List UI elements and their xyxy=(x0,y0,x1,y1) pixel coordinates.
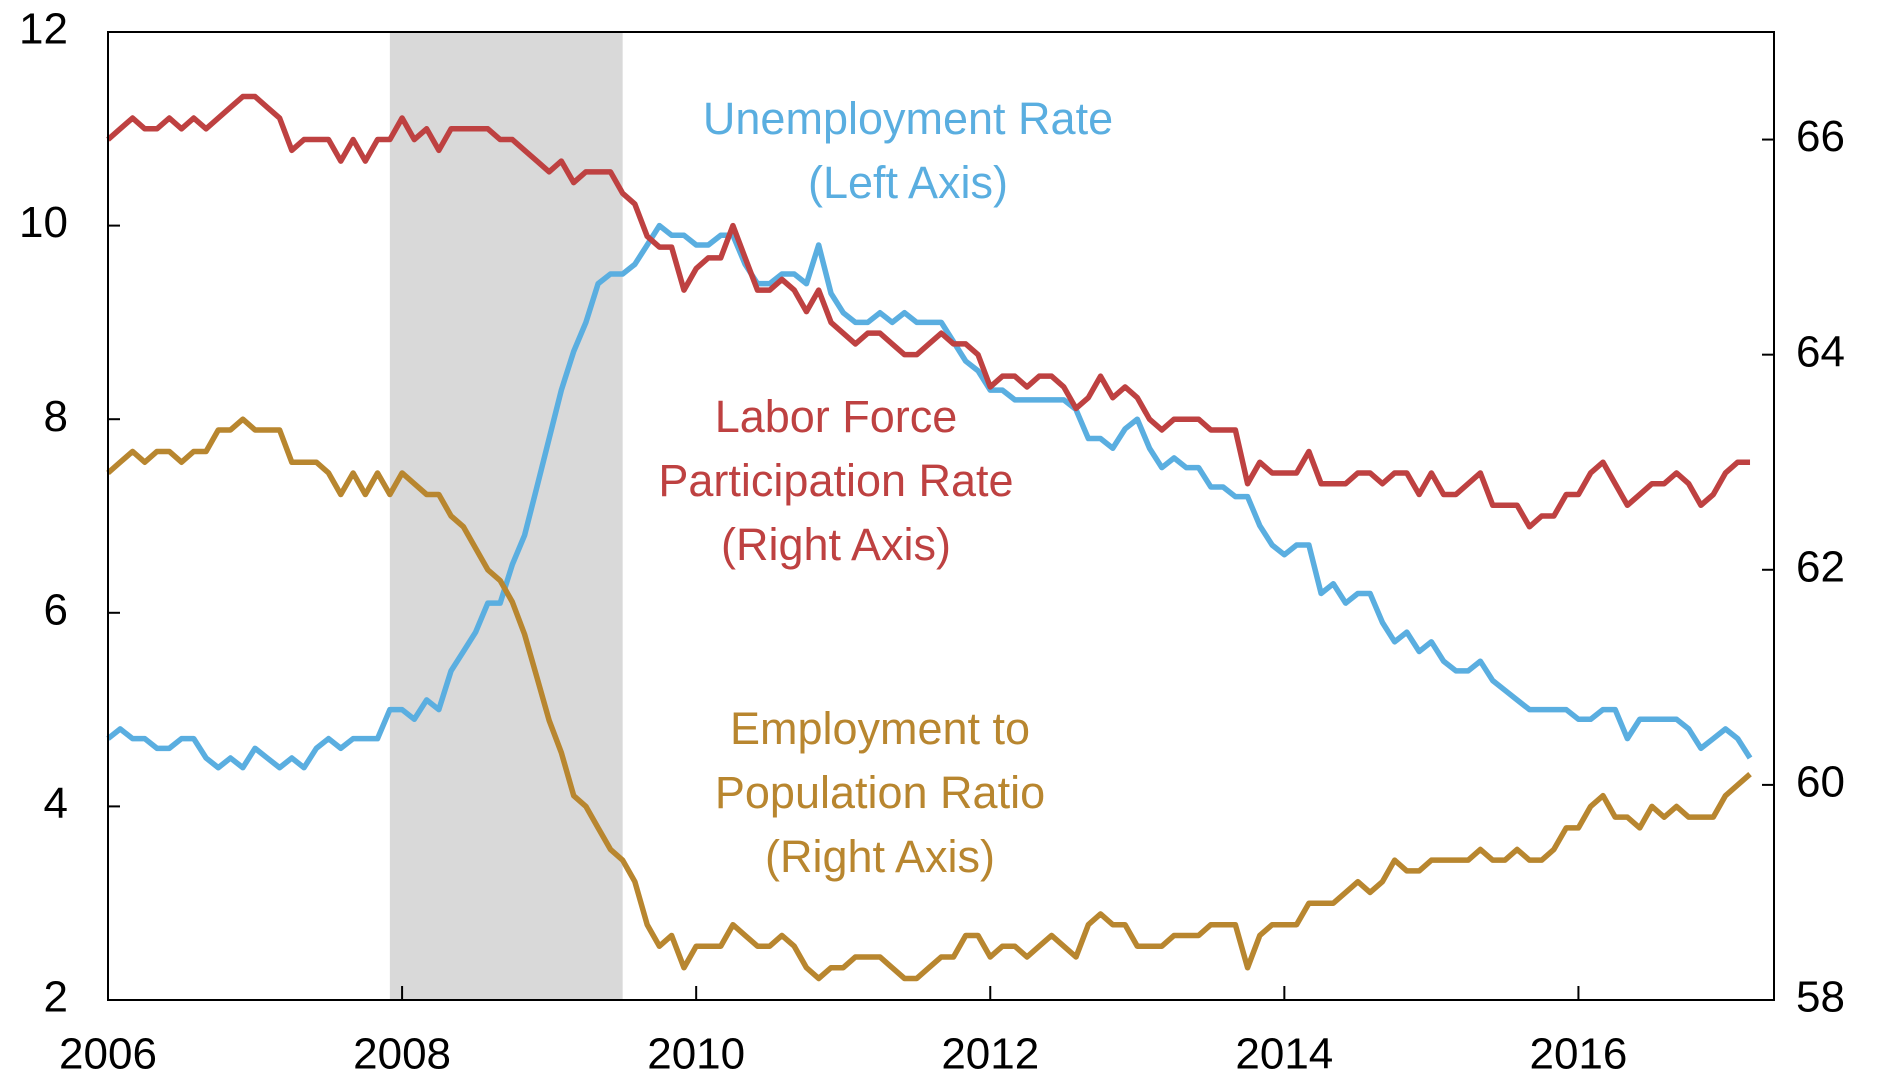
series-line xyxy=(106,93,1751,530)
x-tick-label: 2016 xyxy=(1529,1030,1627,1079)
y2-tick-label: 58 xyxy=(1796,973,1845,1022)
y-tick-label: 10 xyxy=(19,198,68,247)
y2-tick-label: 66 xyxy=(1796,112,1845,161)
y-tick-label: 4 xyxy=(44,779,68,828)
x-tick-label: 2014 xyxy=(1235,1030,1333,1079)
annotation: Unemployment Rate xyxy=(703,93,1113,144)
annotation: Participation Rate xyxy=(658,455,1013,506)
series-line xyxy=(106,416,1752,982)
y-tick-label: 2 xyxy=(44,973,68,1022)
x-tick-label: 2010 xyxy=(647,1030,745,1079)
annotation: (Left Axis) xyxy=(808,157,1008,208)
annotation: Labor Force xyxy=(715,391,958,442)
x-tick-label: 2006 xyxy=(59,1030,157,1079)
annotation: Population Ratio xyxy=(715,767,1045,818)
plot-frame xyxy=(107,31,1775,1001)
annotation: Employment to xyxy=(730,703,1030,754)
y-tick-label: 6 xyxy=(44,585,68,634)
y2-tick-label: 64 xyxy=(1796,327,1845,376)
annotation: (Right Axis) xyxy=(721,519,951,570)
x-tick-label: 2008 xyxy=(353,1030,451,1079)
y2-tick-label: 60 xyxy=(1796,758,1845,807)
shaded-region xyxy=(389,32,623,1000)
annotation: (Right Axis) xyxy=(765,831,995,882)
y-tick-label: 12 xyxy=(19,5,68,54)
x-tick-label: 2012 xyxy=(941,1030,1039,1079)
y2-tick-label: 62 xyxy=(1796,542,1845,591)
y-tick-label: 8 xyxy=(44,392,68,441)
series-line xyxy=(106,222,1753,771)
